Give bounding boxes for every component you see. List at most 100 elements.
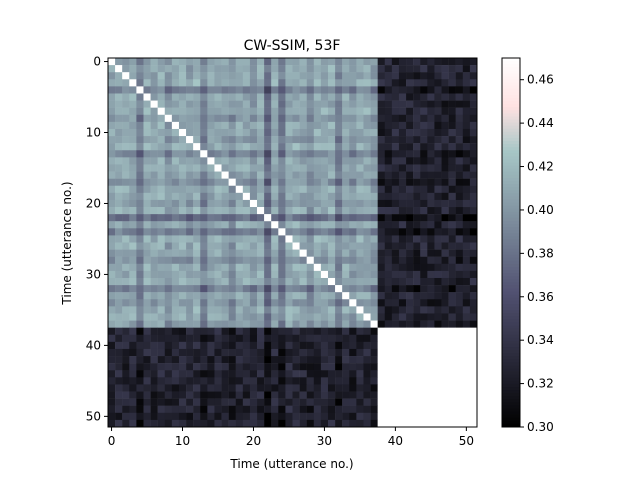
heatmap-cell xyxy=(462,136,471,144)
heatmap-cell xyxy=(462,171,471,179)
heatmap-cell xyxy=(469,58,478,66)
heatmap-cell xyxy=(370,171,378,179)
heatmap-cell xyxy=(278,214,286,222)
heatmap-cell xyxy=(306,171,315,179)
heatmap-cell xyxy=(363,221,371,229)
heatmap-cell xyxy=(115,405,123,414)
heatmap-cell xyxy=(370,348,378,357)
heatmap-cell xyxy=(349,334,357,343)
heatmap-cell xyxy=(171,313,180,321)
heatmap-cell xyxy=(271,86,279,94)
heatmap-cell xyxy=(193,242,201,250)
heatmap-cell xyxy=(342,58,350,66)
heatmap-cell xyxy=(434,285,442,293)
heatmap-cell xyxy=(178,285,187,293)
heatmap-cell xyxy=(235,235,244,243)
heatmap-cell xyxy=(327,299,336,307)
heatmap-cell xyxy=(150,72,158,80)
heatmap-cell xyxy=(221,384,229,392)
heatmap-cell xyxy=(441,235,449,243)
heatmap-cell xyxy=(427,334,435,343)
heatmap-cell xyxy=(448,121,456,130)
heatmap-cell xyxy=(178,313,187,321)
heatmap-cell xyxy=(391,72,400,80)
colorbar-segment xyxy=(502,73,520,77)
heatmap-cell xyxy=(264,370,272,378)
heatmap-cell xyxy=(342,157,350,165)
heatmap-cell xyxy=(129,72,137,80)
heatmap-cell xyxy=(122,249,130,257)
heatmap-cell xyxy=(115,178,123,186)
heatmap-cell xyxy=(370,334,378,343)
heatmap-cell xyxy=(200,72,208,80)
heatmap-cell xyxy=(469,150,478,158)
heatmap-cell xyxy=(207,65,215,73)
heatmap-cell xyxy=(320,384,329,392)
heatmap-cell xyxy=(178,292,187,300)
heatmap-cell xyxy=(171,384,180,392)
heatmap-cell xyxy=(207,242,215,250)
heatmap-cell xyxy=(313,185,322,194)
heatmap-cell xyxy=(200,100,208,108)
heatmap-cell xyxy=(178,157,187,165)
heatmap-cell xyxy=(377,192,385,201)
heatmap-cell xyxy=(320,277,329,286)
heatmap-cell xyxy=(356,242,364,250)
heatmap-cell xyxy=(235,185,244,194)
heatmap-cell xyxy=(320,327,329,335)
heatmap-cell xyxy=(171,292,180,300)
heatmap-cell xyxy=(122,299,130,307)
heatmap-cell xyxy=(441,285,449,293)
heatmap-cell xyxy=(299,356,307,364)
heatmap-cell xyxy=(228,192,236,201)
heatmap-cell xyxy=(384,214,393,222)
heatmap-cell xyxy=(285,341,293,350)
heatmap-cell xyxy=(207,221,215,229)
heatmap-cell xyxy=(150,391,158,399)
heatmap-cell xyxy=(292,86,300,94)
heatmap-cell xyxy=(178,93,187,101)
heatmap-cell xyxy=(391,93,400,101)
heatmap-cell xyxy=(306,377,315,385)
heatmap-cell xyxy=(434,79,442,87)
heatmap-cell xyxy=(413,72,421,80)
heatmap-cell xyxy=(441,363,449,371)
heatmap-cell xyxy=(455,171,464,179)
heatmap-cell xyxy=(193,391,201,399)
heatmap-cell xyxy=(427,348,435,357)
heatmap-cell xyxy=(136,93,144,101)
heatmap-cell xyxy=(406,199,414,208)
heatmap-cell xyxy=(278,100,286,108)
heatmap-cell xyxy=(398,235,407,243)
heatmap-cell xyxy=(249,405,258,414)
heatmap-cell xyxy=(228,263,236,272)
heatmap-cell xyxy=(136,164,144,172)
heatmap-cell xyxy=(108,114,116,123)
heatmap-cell xyxy=(285,235,293,243)
heatmap-cell xyxy=(164,370,173,378)
heatmap-cell xyxy=(228,412,236,421)
heatmap-cell xyxy=(455,86,464,94)
heatmap-cell xyxy=(377,356,385,364)
heatmap-cell xyxy=(335,320,343,328)
heatmap-cell xyxy=(207,143,215,151)
heatmap-cell xyxy=(441,384,449,392)
heatmap-cell xyxy=(257,398,265,406)
colorbar-segment xyxy=(502,94,520,99)
heatmap-cell xyxy=(406,242,414,250)
heatmap-cell xyxy=(143,370,151,378)
colorbar-segment xyxy=(502,67,520,71)
heatmap-cell xyxy=(108,228,116,236)
heatmap-cell xyxy=(455,320,464,328)
heatmap-cell xyxy=(221,199,229,208)
heatmap-cell xyxy=(320,72,329,80)
heatmap-cell xyxy=(136,419,144,428)
heatmap-cell xyxy=(171,299,180,307)
heatmap-cell xyxy=(235,356,244,364)
heatmap-cell xyxy=(313,79,322,87)
heatmap-cell xyxy=(406,356,414,364)
heatmap-cell xyxy=(462,384,471,392)
heatmap-cell xyxy=(299,412,307,421)
heatmap-cell xyxy=(406,277,414,286)
heatmap-cell xyxy=(427,341,435,350)
